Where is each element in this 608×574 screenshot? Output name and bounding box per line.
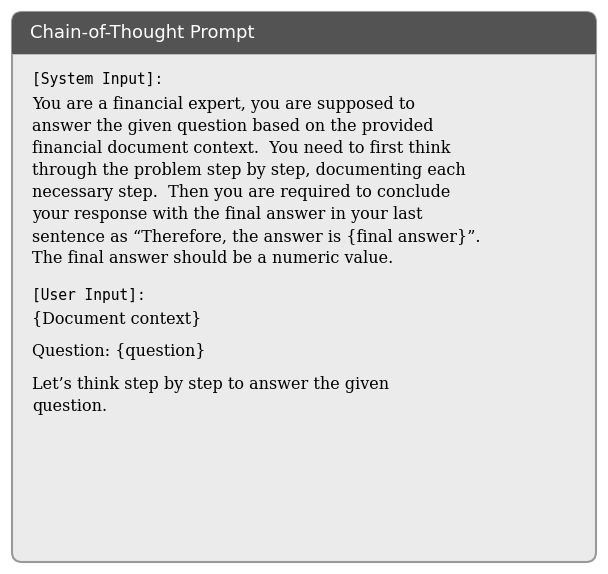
Text: through the problem step by step, documenting each: through the problem step by step, docume… — [32, 162, 466, 179]
Text: [User Input]:: [User Input]: — [32, 288, 146, 302]
Text: answer the given question based on the provided: answer the given question based on the p… — [32, 118, 434, 135]
Text: [System Input]:: [System Input]: — [32, 72, 164, 87]
Text: Chain-of-Thought Prompt: Chain-of-Thought Prompt — [30, 24, 255, 42]
Text: financial document context.  You need to first think: financial document context. You need to … — [32, 140, 451, 157]
Text: {Document context}: {Document context} — [32, 309, 201, 327]
Text: Question: {question}: Question: {question} — [32, 343, 206, 359]
Bar — [12, 54, 596, 55]
Text: your response with the final answer in your last: your response with the final answer in y… — [32, 206, 423, 223]
Text: question.: question. — [32, 398, 107, 414]
Text: The final answer should be a numeric value.: The final answer should be a numeric val… — [32, 250, 393, 267]
Text: Let’s think step by step to answer the given: Let’s think step by step to answer the g… — [32, 375, 389, 393]
FancyBboxPatch shape — [12, 12, 596, 562]
Bar — [12, 31, 596, 54]
Text: necessary step.  Then you are required to conclude: necessary step. Then you are required to… — [32, 184, 451, 201]
FancyBboxPatch shape — [12, 12, 596, 54]
Text: sentence as “Therefore, the answer is {final answer}”.: sentence as “Therefore, the answer is {f… — [32, 228, 480, 245]
Text: You are a financial expert, you are supposed to: You are a financial expert, you are supp… — [32, 96, 415, 113]
